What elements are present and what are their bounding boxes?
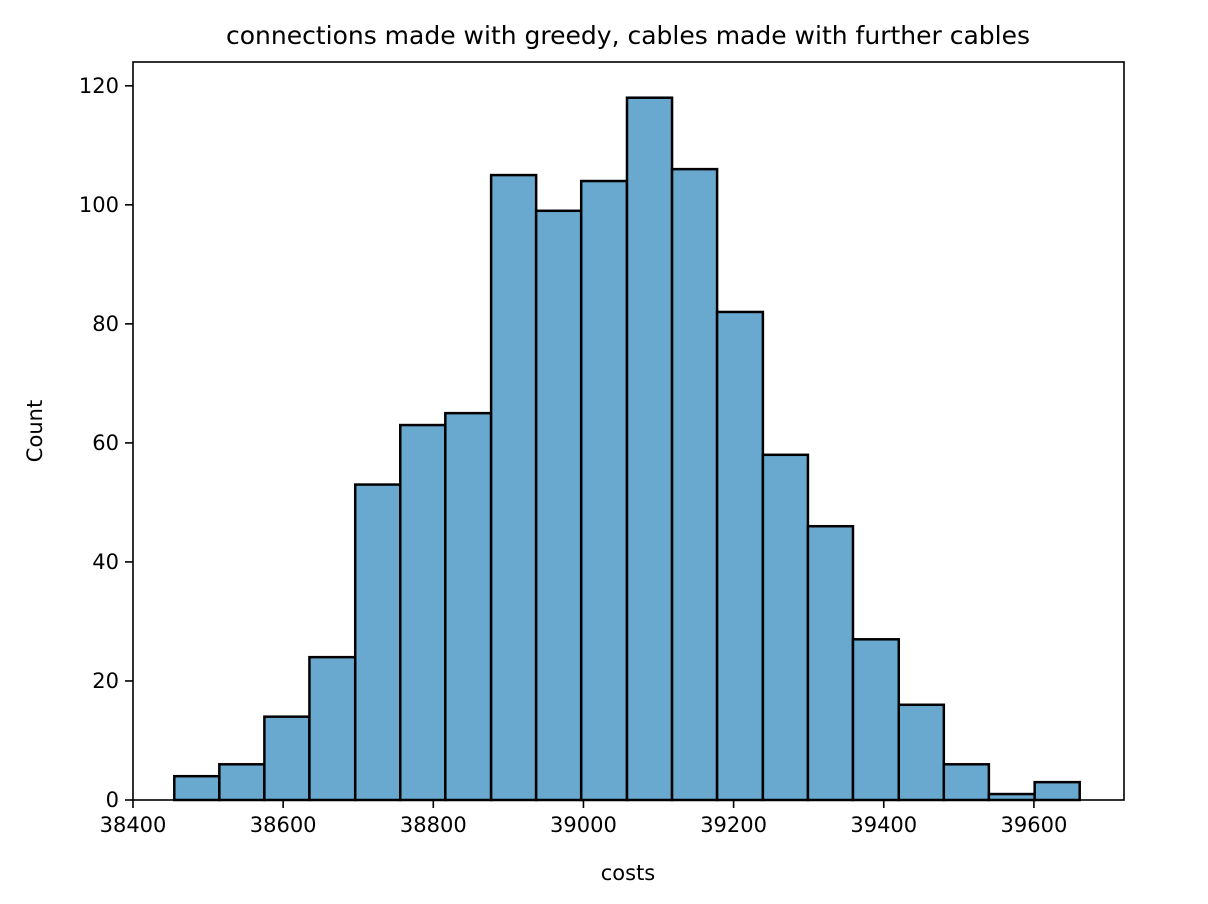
histogram-bar — [897, 703, 946, 802]
histogram-bar — [308, 655, 357, 802]
histogram-bar — [489, 173, 538, 802]
histogram-bar — [670, 167, 719, 802]
histogram-bar — [1033, 780, 1081, 802]
y-tick-label: 0 — [106, 788, 119, 812]
y-axis-ticks: 0 20 40 60 80 100 120 — [79, 74, 133, 812]
histogram-bar — [942, 763, 991, 802]
histogram-bar — [353, 483, 402, 802]
x-axis-ticks: 38400 38600 38800 39000 39200 39400 39600 — [100, 800, 1068, 837]
y-tick-label: 60 — [92, 431, 119, 455]
x-tick-label: 39200 — [700, 813, 767, 837]
y-tick-label: 100 — [79, 193, 119, 217]
x-tick-label: 38600 — [250, 813, 317, 837]
histogram-bar — [715, 310, 765, 802]
histogram-bar — [399, 423, 447, 802]
x-tick-label: 39400 — [850, 813, 917, 837]
y-axis-label: Count — [23, 400, 47, 462]
histogram-bar — [444, 411, 493, 802]
bars-group — [173, 96, 1081, 802]
x-tick-label: 38800 — [400, 813, 467, 837]
histogram-bar — [534, 209, 583, 802]
y-tick-label: 40 — [92, 550, 119, 574]
histogram-bar — [173, 774, 221, 802]
y-tick-label: 20 — [92, 669, 119, 693]
plot-frame — [132, 61, 1125, 801]
x-tick-label: 39600 — [1001, 813, 1068, 837]
histogram-bar — [263, 715, 311, 802]
histogram-bar — [987, 792, 1036, 802]
histogram-bar — [806, 524, 855, 802]
x-axis-label: costs — [601, 861, 656, 885]
histogram-bar — [579, 179, 629, 802]
y-tick-label: 80 — [92, 312, 119, 336]
histogram-bar — [218, 763, 266, 802]
y-tick-label: 120 — [79, 74, 119, 98]
histogram-bar — [761, 453, 810, 802]
x-tick-label: 39000 — [550, 813, 617, 837]
chart-title: connections made with greedy, cables mad… — [226, 21, 1030, 50]
histogram-bar — [625, 96, 674, 802]
x-tick-label: 38400 — [100, 813, 167, 837]
histogram-bar — [851, 638, 901, 802]
